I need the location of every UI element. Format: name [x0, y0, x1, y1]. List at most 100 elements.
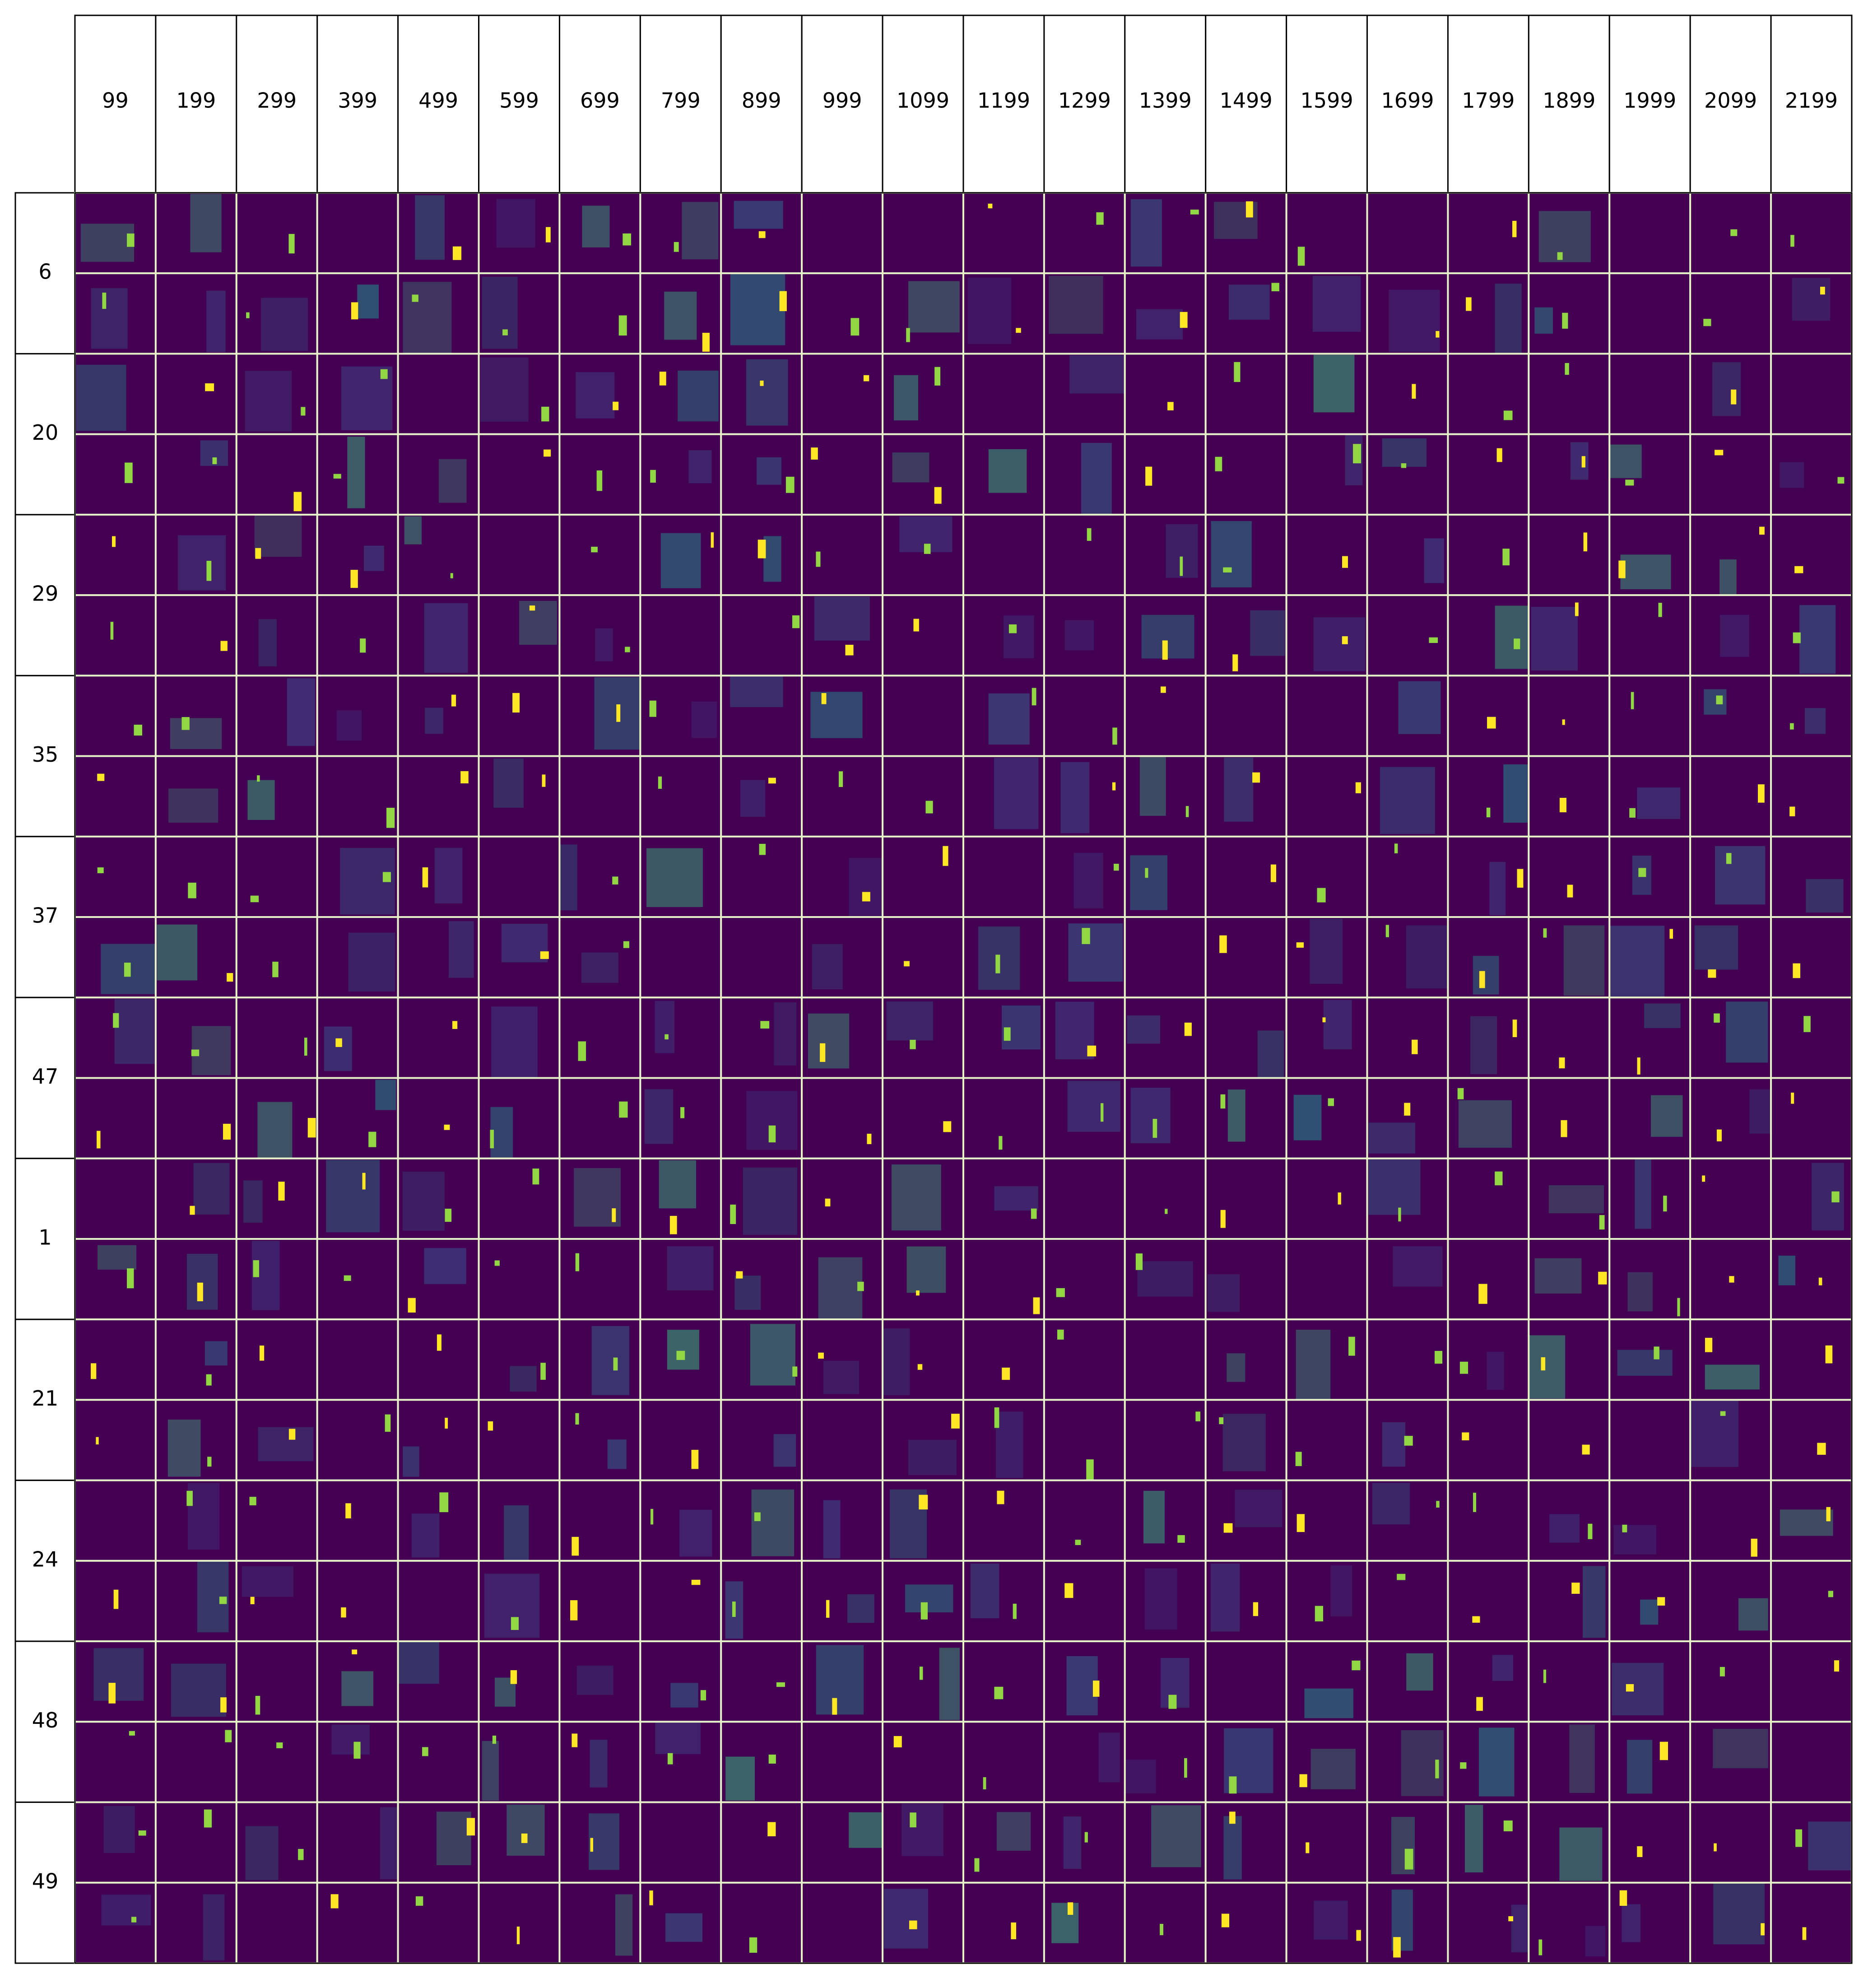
heatmap-thumbnail	[1608, 675, 1691, 757]
heatmap-thumbnail	[558, 513, 641, 596]
heatmap-thumbnail	[1124, 192, 1207, 275]
heatmap-thumbnail	[1447, 272, 1530, 355]
heatmap-thumbnail	[154, 272, 237, 355]
heatmap-thumbnail	[1447, 916, 1530, 999]
heatmap-hotspot	[997, 1490, 1004, 1504]
heatmap-thumbnail	[316, 1238, 399, 1321]
heatmap-hotspot	[1476, 1697, 1483, 1711]
heatmap-thumbnail	[397, 996, 480, 1079]
heatmap-background	[1286, 756, 1367, 837]
heatmap-region	[730, 676, 783, 708]
heatmap-hotspot	[1087, 1045, 1097, 1057]
heatmap-region	[1406, 1653, 1433, 1691]
heatmap-hotspot	[1487, 717, 1496, 729]
heatmap-hotspot	[792, 1366, 798, 1377]
heatmap-thumbnail	[1043, 916, 1126, 999]
heatmap-region	[247, 780, 275, 820]
heatmap-background	[640, 756, 721, 837]
heatmap-thumbnail	[1043, 1077, 1126, 1159]
heatmap-thumbnail	[1689, 1399, 1772, 1481]
heatmap-hotspot	[1496, 448, 1502, 462]
heatmap-region	[506, 1804, 545, 1856]
heatmap-hotspot	[1803, 1016, 1811, 1032]
heatmap-region	[258, 1427, 314, 1462]
heatmap-hotspot	[994, 1686, 1004, 1699]
heatmap-hotspot	[943, 846, 948, 866]
heatmap-region	[734, 200, 783, 229]
heatmap-thumbnail	[1528, 1479, 1611, 1562]
heatmap-thumbnail	[639, 835, 722, 918]
heatmap-hotspot	[776, 1682, 785, 1687]
heatmap-thumbnail	[1285, 1881, 1368, 1965]
heatmap-region	[1293, 1094, 1322, 1141]
row-label: 35	[32, 742, 59, 767]
heatmap-background	[802, 1882, 883, 1963]
column-label: 1499	[1220, 88, 1273, 113]
heatmap-region	[1141, 615, 1194, 659]
heatmap-region	[1257, 1030, 1284, 1077]
heatmap-background	[963, 1560, 1044, 1642]
heatmap-background	[75, 354, 156, 434]
heatmap-hotspot	[1538, 1939, 1543, 1955]
heatmap-region	[1380, 767, 1435, 834]
heatmap-region	[576, 1665, 613, 1695]
heatmap-region	[688, 450, 712, 484]
heatmap-thumbnail	[639, 272, 722, 355]
heatmap-region	[257, 1102, 293, 1158]
heatmap-thumbnail	[397, 916, 480, 999]
heatmap-thumbnail	[720, 433, 803, 516]
heatmap-hotspot	[197, 1282, 203, 1302]
heatmap-thumbnail	[235, 1077, 318, 1159]
heatmap-region	[1720, 615, 1749, 657]
heatmap-region	[1792, 278, 1831, 321]
heatmap-region	[1224, 757, 1254, 822]
heatmap-region	[190, 194, 222, 252]
heatmap-background	[640, 997, 721, 1078]
heatmap-region	[1479, 1727, 1515, 1797]
heatmap-hotspot	[362, 1173, 366, 1190]
row-header-cell	[14, 1802, 76, 1964]
heatmap-thumbnail	[558, 1238, 641, 1321]
heatmap-background	[155, 273, 237, 354]
heatmap-region	[1130, 855, 1168, 910]
heatmap-region	[254, 515, 302, 557]
heatmap-thumbnail	[639, 1881, 722, 1965]
heatmap-thumbnail	[1447, 1479, 1530, 1562]
heatmap-hotspot	[1626, 1684, 1634, 1692]
heatmap-thumbnail	[235, 675, 318, 757]
heatmap-region	[1538, 211, 1591, 262]
heatmap-hotspot	[1057, 1329, 1064, 1340]
heatmap-hotspot	[1559, 798, 1566, 813]
heatmap-thumbnail	[882, 272, 965, 355]
heatmap-region	[1650, 1095, 1683, 1137]
heatmap-background	[1609, 514, 1691, 596]
heatmap-region	[258, 619, 277, 666]
heatmap-region	[901, 1803, 943, 1856]
heatmap-region	[347, 437, 365, 508]
heatmap-region	[1313, 617, 1366, 671]
heatmap-hotspot	[1793, 963, 1801, 978]
column-header-cell	[1447, 14, 1529, 194]
heatmap-hotspot	[700, 1690, 706, 1701]
heatmap-thumbnail	[639, 1801, 722, 1884]
heatmap-hotspot	[820, 1043, 826, 1062]
heatmap-thumbnail	[1689, 272, 1772, 355]
heatmap-thumbnail	[1204, 1318, 1287, 1401]
heatmap-hotspot	[190, 1206, 195, 1215]
heatmap-region	[1073, 852, 1103, 908]
heatmap-background	[479, 836, 560, 917]
heatmap-background	[963, 193, 1044, 274]
heatmap-region	[1612, 1662, 1664, 1716]
column-label: 899	[742, 88, 781, 113]
heatmap-thumbnail	[478, 835, 561, 918]
heatmap-region	[559, 844, 577, 911]
heatmap-background	[1044, 1158, 1125, 1239]
column-header-cell	[962, 14, 1045, 194]
heatmap-region	[187, 1253, 218, 1310]
heatmap-thumbnail	[74, 1318, 157, 1401]
heatmap-background	[1448, 836, 1529, 917]
heatmap-background	[155, 354, 237, 434]
heatmap-hotspot	[1557, 252, 1563, 260]
heatmap-thumbnail	[1285, 1801, 1368, 1884]
heatmap-hotspot	[1160, 686, 1166, 693]
